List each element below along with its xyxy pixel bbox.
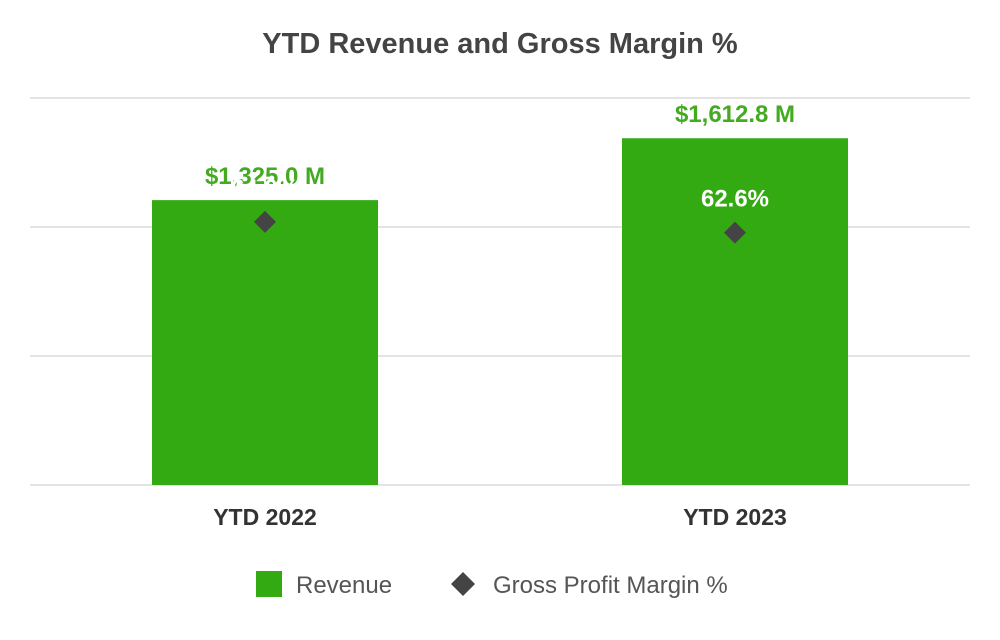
revenue-value-label: $1,325.0 M (205, 163, 325, 190)
margin-value-label: 64.0% (231, 175, 299, 202)
revenue-bar (622, 138, 848, 486)
legend-margin-label: Gross Profit Margin % (493, 572, 728, 599)
chart-title: YTD Revenue and Gross Margin % (262, 28, 738, 60)
x-axis: YTD 2022 YTD 2023 (213, 504, 787, 530)
revenue-bar (152, 200, 378, 485)
margin-value-label: 62.6% (701, 186, 769, 213)
x-tick-label: YTD 2023 (683, 504, 787, 530)
margin-diamond-icon (724, 221, 746, 244)
x-tick-label: YTD 2022 (213, 504, 317, 530)
margin-diamond-icon (254, 210, 276, 233)
data-labels: $1,325.0 M64.0% $1,612.8 M 62.6% (205, 101, 795, 212)
legend-diamond-icon (451, 572, 475, 596)
revenue-value-label: $1,612.8 M (675, 101, 795, 128)
legend-revenue-label: Revenue (296, 572, 392, 599)
legend-revenue-swatch (256, 571, 282, 597)
margin-markers (254, 210, 746, 244)
legend: Revenue Gross Profit Margin % (256, 571, 728, 599)
bars (152, 138, 848, 486)
